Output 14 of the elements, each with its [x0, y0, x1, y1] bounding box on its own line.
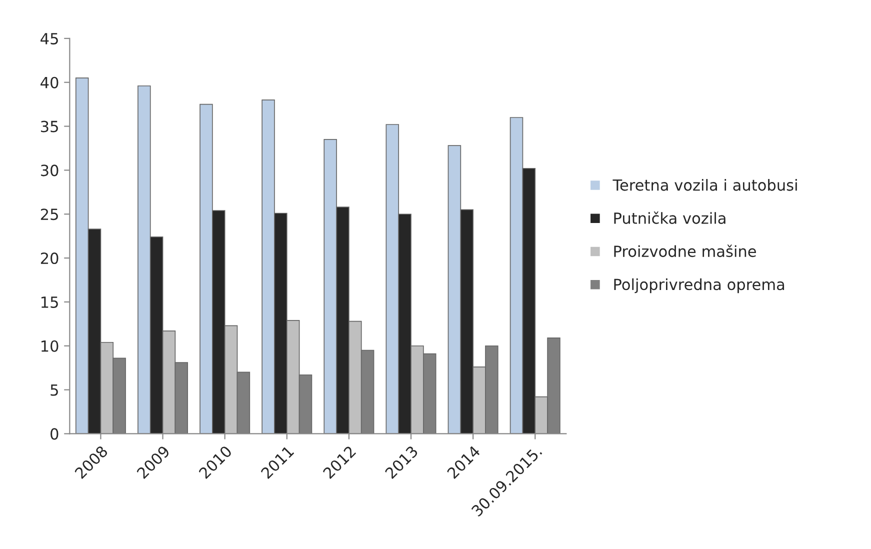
y-tick-label: 5	[50, 384, 58, 396]
y-tick-label: 15	[42, 296, 58, 308]
y-tick-label: 40	[40, 76, 58, 88]
y-tick-label: 45	[40, 33, 58, 44]
y-tick-label: 25	[40, 208, 58, 220]
legend-label: Proizvodne mašine	[614, 244, 756, 258]
y-tick-label: 30	[40, 164, 58, 176]
legend-label: Putnička vozila	[614, 212, 726, 224]
y-tick-label: 35	[40, 120, 58, 132]
legend-label: Poljoprivredna oprema	[614, 278, 784, 294]
y-tick-label: 0	[50, 428, 58, 440]
y-tick-label: 10	[42, 340, 58, 352]
y-tick-label: 20	[40, 252, 58, 264]
legend-label: Teretna vozila i autobusi	[612, 179, 797, 191]
